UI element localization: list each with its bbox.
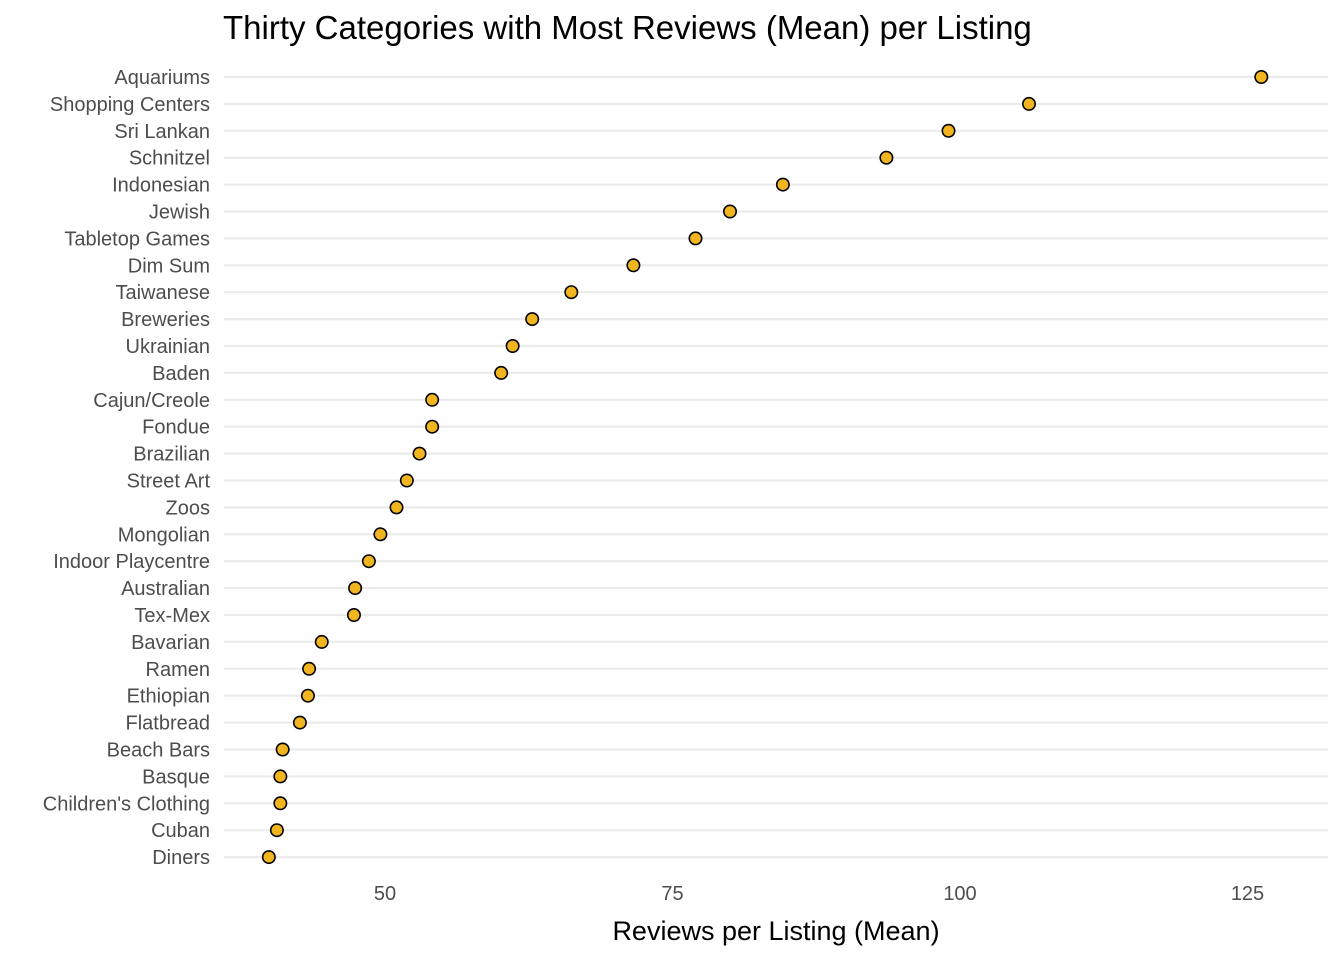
x-tick-label: 125 <box>1231 883 1264 905</box>
x-tick-label: 75 <box>661 883 683 905</box>
y-tick-label: Ramen <box>146 659 210 681</box>
data-point <box>292 715 307 730</box>
y-tick-label: Beach Bars <box>107 740 210 762</box>
data-point <box>261 850 276 865</box>
y-tick-label: Cuban <box>151 820 210 842</box>
data-point <box>626 258 641 273</box>
data-point <box>1021 96 1036 111</box>
data-point <box>314 634 329 649</box>
data-point <box>688 231 703 246</box>
y-tick-label: Flatbread <box>126 713 211 735</box>
y-tick-label: Children's Clothing <box>43 793 210 815</box>
x-tick-label: 50 <box>374 883 396 905</box>
data-points <box>261 70 1269 865</box>
y-tick-label: Bavarian <box>131 632 210 654</box>
data-point <box>425 392 440 407</box>
y-tick-label: Sri Lankan <box>114 121 210 143</box>
data-point <box>373 527 388 542</box>
chart-title: Thirty Categories with Most Reviews (Mea… <box>223 9 1032 46</box>
y-axis-labels: Aquariums Shopping Centers Sri Lankan Schni… <box>43 67 211 869</box>
y-tick-label: Schnitzel <box>129 148 210 170</box>
data-point <box>348 581 363 596</box>
x-axis-tick-labels: 50 75 100 125 <box>374 883 1264 905</box>
y-tick-label: Brazilian <box>133 444 210 466</box>
y-tick-label: Fondue <box>142 417 210 439</box>
data-point <box>300 688 315 703</box>
data-point <box>494 365 509 380</box>
data-point <box>879 150 894 165</box>
y-tick-label: Tex-Mex <box>134 605 210 627</box>
y-tick-label: Basque <box>142 766 210 788</box>
y-tick-label: Jewish <box>149 202 210 224</box>
data-point <box>269 823 284 838</box>
data-point <box>361 554 376 569</box>
y-tick-label: Ukrainian <box>126 336 210 358</box>
data-point <box>302 661 317 676</box>
y-tick-label: Mongolian <box>118 524 210 546</box>
y-tick-label: Ethiopian <box>127 686 210 708</box>
data-point <box>389 500 404 515</box>
y-tick-label: Cajun/Creole <box>93 390 210 412</box>
y-tick-label: Breweries <box>121 309 210 331</box>
data-point <box>1254 70 1269 85</box>
y-tick-label: Australian <box>121 578 210 600</box>
y-tick-label: Indonesian <box>112 175 210 197</box>
y-tick-label: Taiwanese <box>115 282 210 304</box>
y-tick-label: Indoor Playcentre <box>53 551 210 573</box>
data-point <box>412 446 427 461</box>
y-tick-label: Aquariums <box>114 67 210 89</box>
data-point <box>273 769 288 784</box>
y-tick-label: Shopping Centers <box>50 94 210 116</box>
data-point <box>525 312 540 327</box>
data-point <box>425 419 440 434</box>
y-tick-label: Baden <box>152 363 210 385</box>
gridlines <box>224 75 1328 859</box>
y-tick-label: Street Art <box>127 471 211 493</box>
data-point <box>273 796 288 811</box>
data-point <box>775 177 790 192</box>
data-point <box>564 285 579 300</box>
data-point <box>399 473 414 488</box>
y-tick-label: Tabletop Games <box>64 228 210 250</box>
y-tick-label: Diners <box>152 847 210 869</box>
data-point <box>941 123 956 138</box>
x-tick-label: 100 <box>943 883 976 905</box>
x-axis-title: Reviews per Listing (Mean) <box>612 916 939 946</box>
data-point <box>346 607 361 622</box>
y-tick-label: Dim Sum <box>128 255 210 277</box>
data-point <box>722 204 737 219</box>
y-tick-label: Zoos <box>166 497 210 519</box>
data-point <box>505 338 520 353</box>
data-point <box>275 742 290 757</box>
